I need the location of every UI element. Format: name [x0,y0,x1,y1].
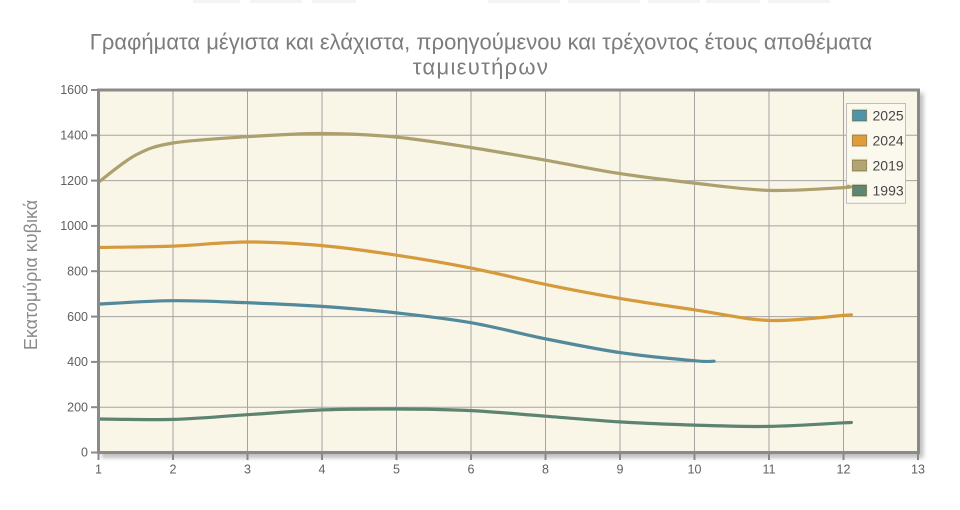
svg-text:6: 6 [468,463,475,477]
svg-text:1993: 1993 [873,182,904,198]
svg-text:2019: 2019 [873,157,904,173]
svg-text:5: 5 [393,463,400,477]
svg-text:ταμιευτήρων: ταμιευτήρων [413,55,549,80]
svg-text:Γραφήματα μέγιστα και ελάχιστα: Γραφήματα μέγιστα και ελάχιστα, προηγούμ… [90,30,873,55]
svg-text:10: 10 [688,463,702,477]
svg-text:11: 11 [763,463,776,477]
svg-text:1: 1 [95,463,102,477]
svg-text:4: 4 [319,463,326,477]
svg-text:2024: 2024 [873,132,904,148]
svg-text:3: 3 [244,463,251,477]
svg-text:1200: 1200 [60,174,88,188]
svg-text:Εκατομύρια κυβικά: Εκατομύρια κυβικά [21,200,41,350]
svg-text:200: 200 [67,400,88,414]
svg-text:800: 800 [67,264,88,278]
svg-text:0: 0 [81,446,88,460]
svg-text:600: 600 [67,310,88,324]
svg-text:9: 9 [617,463,624,477]
svg-text:2025: 2025 [873,107,904,123]
svg-text:8: 8 [542,463,549,477]
svg-text:1000: 1000 [60,219,88,233]
svg-text:13: 13 [911,463,925,477]
svg-text:12: 12 [837,463,851,477]
svg-text:1400: 1400 [60,129,88,143]
svg-text:1600: 1600 [60,83,88,97]
svg-text:400: 400 [67,355,88,369]
svg-text:2: 2 [170,463,177,477]
